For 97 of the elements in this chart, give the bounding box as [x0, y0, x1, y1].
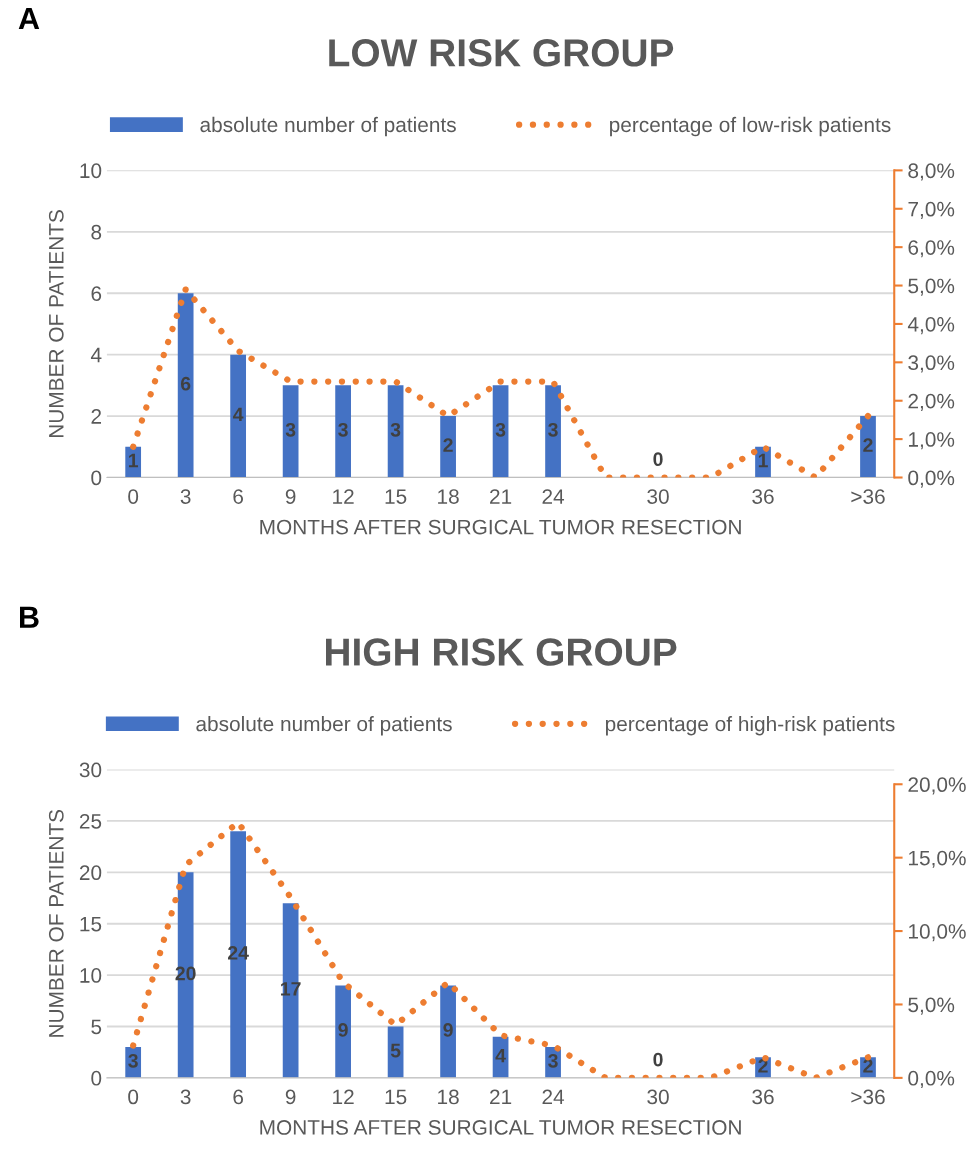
- x-tick-label: 12: [333, 1089, 354, 1105]
- y-tick-label: 25: [79, 813, 102, 829]
- x-tick-label: 30: [647, 1089, 669, 1105]
- x-tick-label: 36: [752, 1089, 774, 1105]
- bar: [387, 385, 404, 478]
- x-axis-title: MONTHS AFTER SURGICAL TUMOR RESECTION: [260, 1120, 741, 1135]
- data-label: 3: [548, 422, 558, 437]
- data-label: 0: [653, 1052, 663, 1067]
- y2-tick-label: 5,0%: [908, 997, 955, 1015]
- data-label: 1: [758, 453, 768, 468]
- y2-tick-label: 7,0%: [908, 201, 955, 219]
- x-axis-title: MONTHS AFTER SURGICAL TUMOR RESECTION: [260, 519, 741, 535]
- data-label: 5: [390, 1043, 401, 1058]
- data-label: 9: [338, 1023, 348, 1037]
- legend-label: percentage of low-risk patients: [610, 116, 891, 137]
- y-tick-label: 8: [91, 224, 102, 240]
- y2-tick-label: 6,0%: [908, 240, 955, 258]
- bar: [282, 903, 299, 1078]
- data-label: 3: [338, 422, 348, 437]
- data-label: 6: [180, 376, 191, 391]
- x-tick-label: 21: [490, 489, 512, 504]
- y2-tick-label: 4,0%: [907, 316, 955, 335]
- data-label: 3: [548, 1053, 558, 1068]
- x-tick-label: 36: [752, 489, 774, 504]
- data-label: 4: [495, 1048, 506, 1063]
- x-tick-label: 18: [438, 489, 459, 504]
- y-tick-label: 20: [79, 865, 102, 881]
- bar: [492, 385, 509, 478]
- x-tick-label: 9: [285, 489, 296, 504]
- y2-tick-label: 0,0%: [908, 1070, 955, 1089]
- x-tick-label: 6: [233, 1089, 244, 1105]
- y2-tick-label: 10,0%: [909, 924, 966, 942]
- x-tick-label: 15: [385, 489, 407, 504]
- data-label: 9: [443, 1023, 453, 1037]
- bar: [545, 385, 561, 478]
- x-tick-label: 3: [180, 489, 191, 504]
- x-tick-label: 24: [542, 489, 565, 504]
- y2-tick-label: 1,0%: [909, 432, 955, 450]
- y-axis-title: NUMBER OF PATIENTS: [48, 210, 64, 438]
- data-label: 2: [443, 438, 453, 452]
- y-tick-label: 6: [91, 286, 102, 301]
- legend-label: absolute number of patients: [196, 715, 452, 736]
- y-tick-label: 30: [79, 762, 102, 778]
- x-tick-label: >36: [851, 489, 885, 504]
- data-label: 3: [285, 422, 296, 437]
- bar: [230, 831, 247, 1078]
- data-label: 3: [495, 422, 506, 437]
- y-tick-label: 4: [90, 347, 102, 363]
- x-tick-label: 12: [333, 489, 354, 504]
- x-tick-label: 24: [542, 1089, 565, 1105]
- y2-tick-label: 5,0%: [908, 278, 955, 296]
- x-tick-label: >36: [851, 1089, 885, 1105]
- data-label: 2: [863, 438, 873, 452]
- y-tick-label: 10: [80, 163, 102, 179]
- x-tick-label: 0: [128, 489, 139, 504]
- y-tick-label: 0: [91, 470, 102, 486]
- bar: [860, 416, 876, 478]
- y2-tick-label: 2,0%: [908, 393, 955, 411]
- y-tick-label: 10: [80, 968, 102, 983]
- bar: [440, 416, 456, 478]
- x-tick-label: 0: [128, 1089, 139, 1105]
- y2-tick-label: 15,0%: [909, 850, 966, 868]
- text: A: [18, 8, 40, 30]
- data-label: 3: [128, 1053, 138, 1068]
- bar: [230, 354, 247, 478]
- bar: [282, 385, 299, 478]
- y-axis-title: NUMBER OF PATIENTS: [48, 809, 64, 1037]
- x-tick-label: 21: [490, 1089, 512, 1105]
- y2-tick-label: 8,0%: [908, 163, 955, 181]
- bar: [440, 985, 456, 1078]
- data-label: 4: [233, 407, 244, 422]
- y2-tick-label: 20,0%: [908, 777, 966, 795]
- legend-label: absolute number of patients: [200, 116, 456, 137]
- data-label: 2: [863, 1059, 873, 1073]
- y2-tick-label: 3,0%: [908, 355, 955, 373]
- y-tick-label: 15: [80, 916, 102, 932]
- x-tick-label: 9: [285, 1089, 296, 1105]
- x-tick-label: 6: [233, 489, 244, 504]
- chart-title: LOW RISK GROUP: [329, 39, 674, 67]
- data-label: 3: [390, 422, 401, 437]
- data-label: 1: [128, 453, 139, 468]
- legend-label: percentage of high-risk patients: [605, 715, 895, 736]
- bar: [335, 985, 351, 1078]
- y-tick-label: 0: [91, 1070, 102, 1086]
- bar: [177, 293, 194, 478]
- x-tick-label: 30: [647, 489, 669, 504]
- y-tick-label: 2: [91, 409, 102, 424]
- x-tick-label: 18: [438, 1089, 459, 1105]
- bar: [177, 872, 194, 1078]
- x-tick-label: 15: [385, 1089, 407, 1105]
- y2-tick-label: 0,0%: [908, 470, 955, 488]
- chart-title: HIGH RISK GROUP: [326, 638, 677, 666]
- x-tick-label: 3: [180, 1089, 191, 1105]
- text: B: [20, 606, 39, 628]
- data-label: 0: [653, 452, 663, 467]
- bar: [335, 385, 351, 478]
- y-tick-label: 5: [91, 1019, 102, 1035]
